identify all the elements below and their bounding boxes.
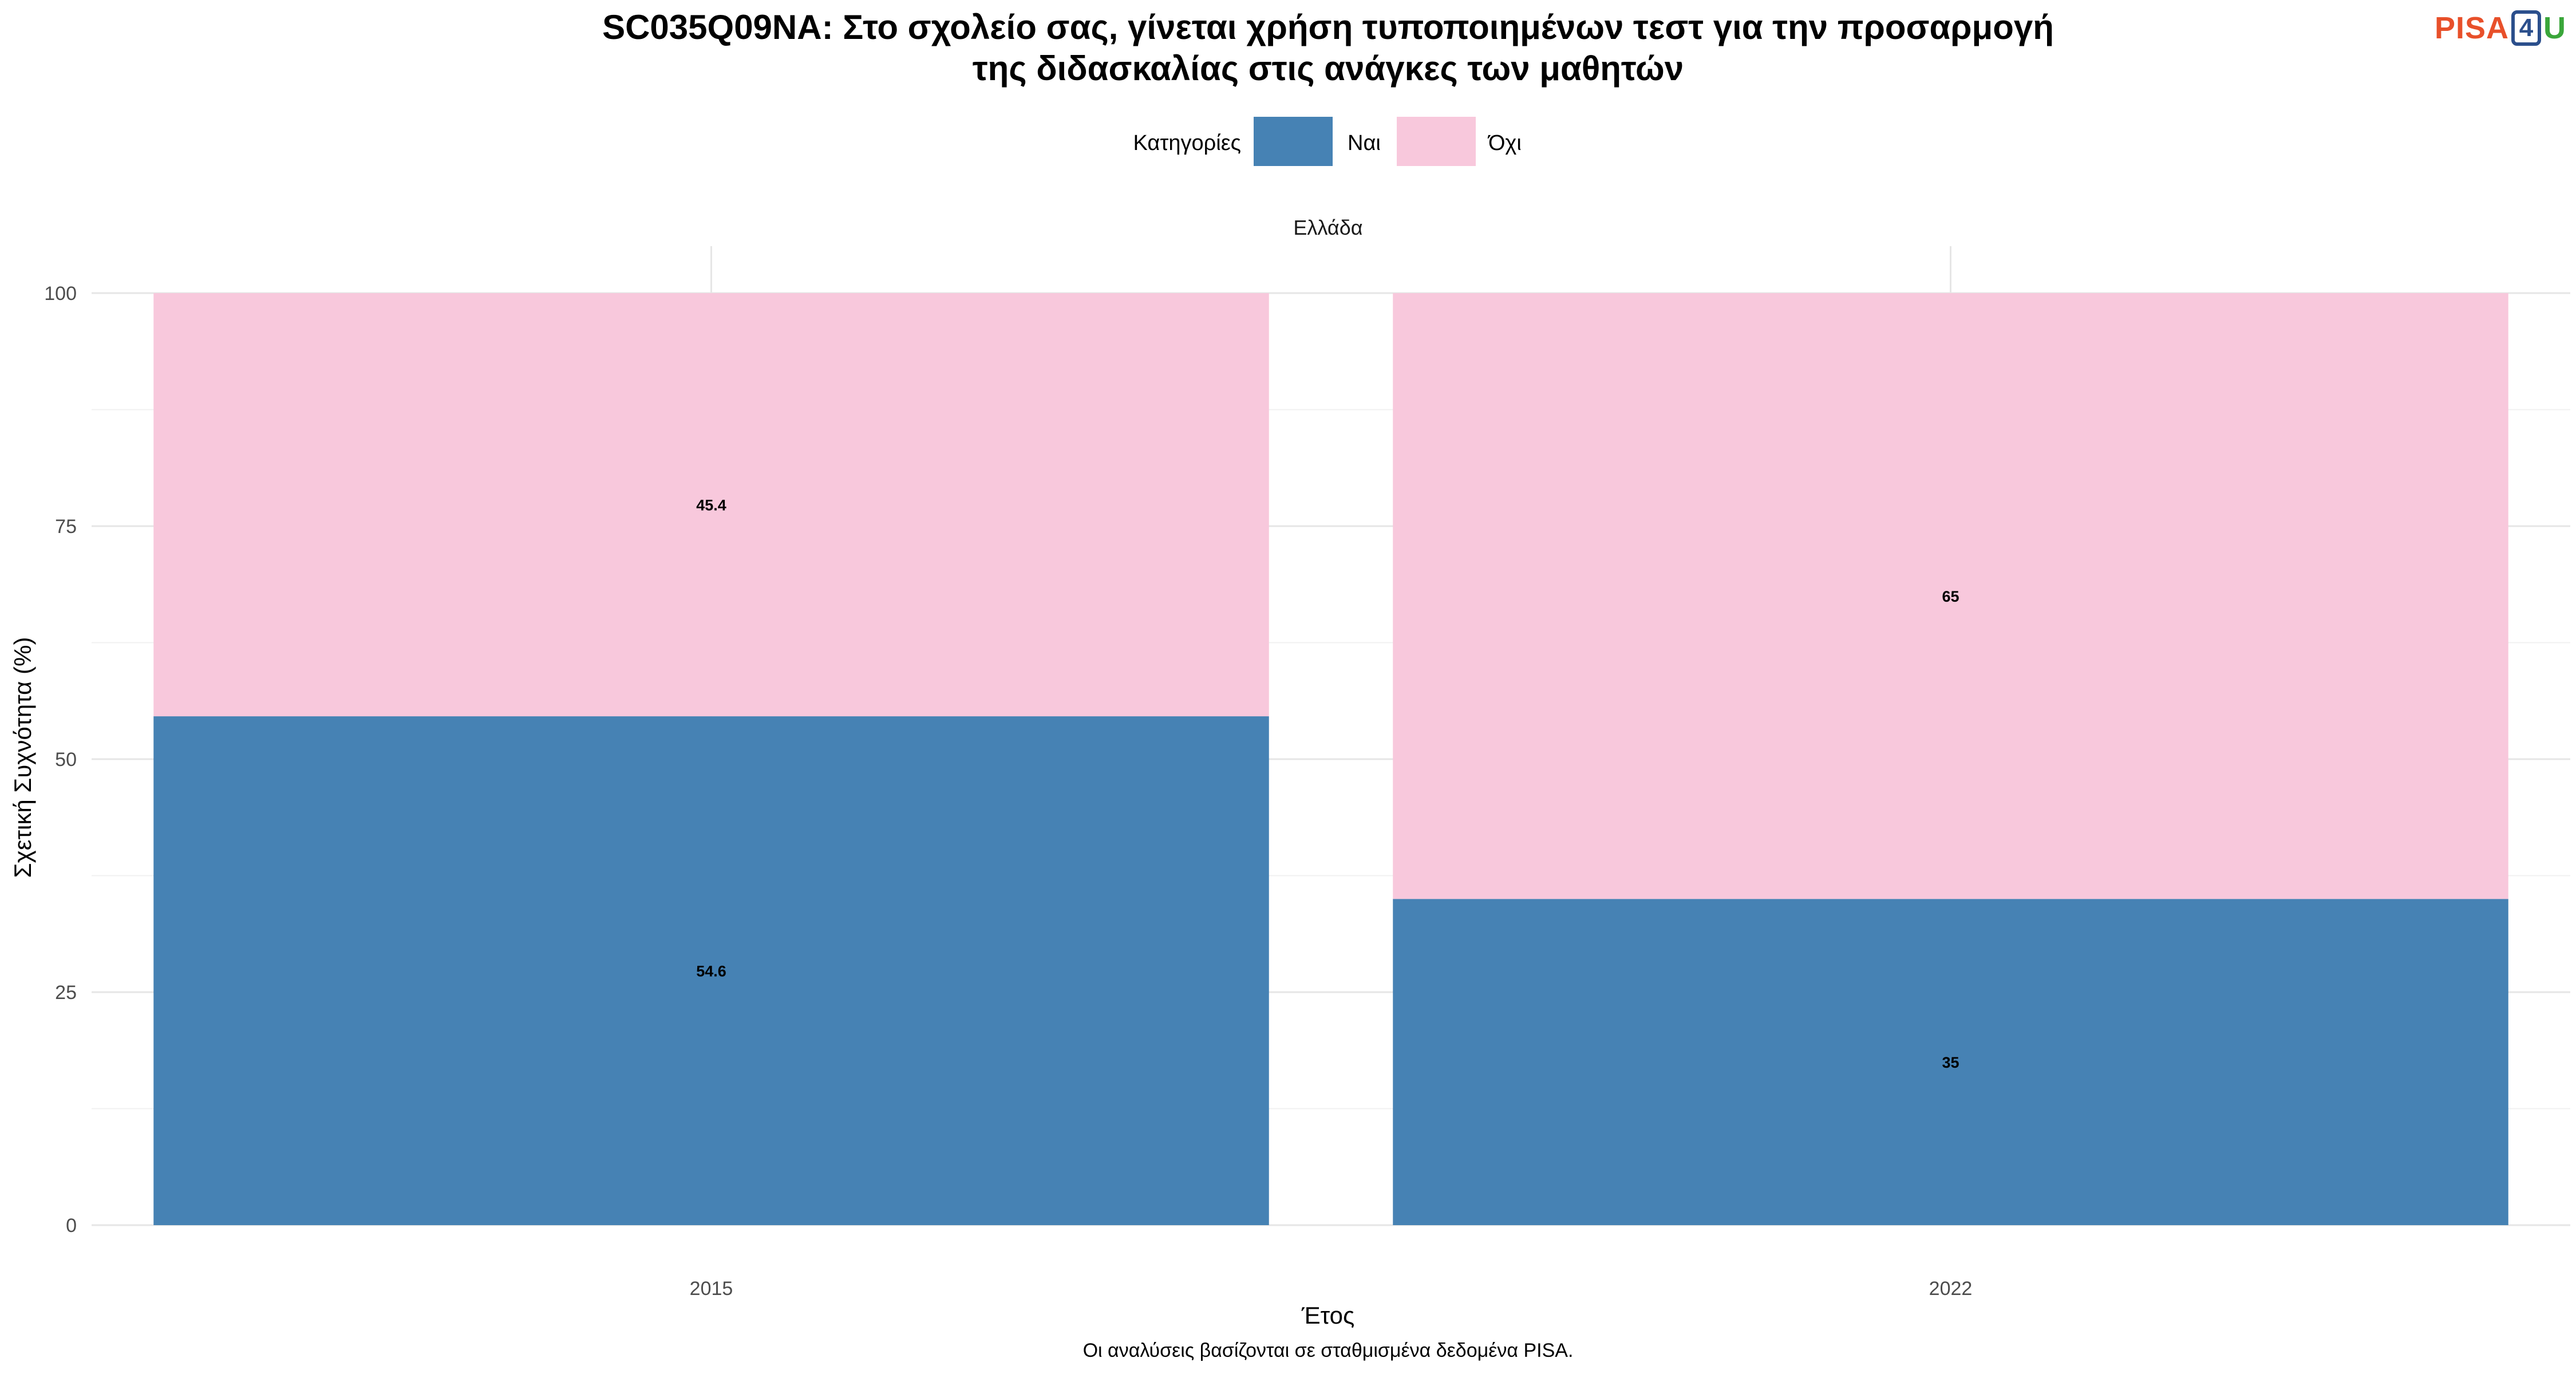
- y-tick-label: 0: [66, 1215, 77, 1237]
- chart-title-line-2: της διδασκαλίας στις ανάγκες των μαθητών: [973, 49, 1684, 88]
- y-tick-label: 100: [44, 283, 77, 305]
- legend-title: Κατηγορίες: [1133, 131, 1241, 155]
- legend-label-no: Όχι: [1487, 131, 1522, 155]
- bars: [153, 293, 2508, 1225]
- bar-2022-series-0: [1393, 899, 2508, 1225]
- bar-label-2015-series-1: 45.4: [696, 497, 726, 514]
- legend: Κατηγορίες Ναι Όχι: [1133, 117, 1522, 166]
- chart-title-line-1: SC035Q09NA: Στο σχολείο σας, γίνεται χρή…: [602, 8, 2054, 46]
- legend-label-yes: Ναι: [1348, 131, 1381, 155]
- bar-label-2022-series-1: 65: [1942, 588, 1959, 605]
- caption: Οι αναλύσεις βασίζονται σε σταθμισμένα δ…: [1083, 1340, 1574, 1361]
- x-axis-ticks: 2015 2022: [690, 1278, 1973, 1300]
- bar-2015-series-0: [153, 716, 1269, 1225]
- pisa4u-logo: PISA 4 U: [2435, 8, 2566, 48]
- y-tick-label: 25: [55, 982, 77, 1004]
- bar-labels: 54.6 45.4 35 65: [696, 497, 1959, 1072]
- logo-text-u: U: [2543, 11, 2566, 45]
- legend-key-no: [1397, 117, 1476, 166]
- y-tick-label: 75: [55, 516, 77, 538]
- logo-text-four: 4: [2511, 10, 2541, 46]
- x-tick-label: 2022: [1929, 1278, 1973, 1300]
- y-axis-ticks: 0 25 50 75 100: [44, 283, 77, 1237]
- bar-label-2015-series-0: 54.6: [696, 963, 726, 980]
- y-tick-label: 50: [55, 749, 77, 771]
- y-axis-title: Σχετική Συχνότητα (%): [9, 637, 36, 878]
- bar-label-2022-series-0: 35: [1942, 1054, 1959, 1071]
- logo-text-pisa: PISA: [2434, 11, 2509, 45]
- bar-2022-series-1: [1393, 293, 2508, 899]
- x-axis-title: Έτος: [1301, 1302, 1355, 1329]
- bar-2015-series-1: [153, 293, 1269, 717]
- x-tick-label: 2015: [690, 1278, 733, 1300]
- facet-strip-label: Ελλάδα: [1293, 216, 1362, 239]
- legend-key-yes: [1254, 117, 1333, 166]
